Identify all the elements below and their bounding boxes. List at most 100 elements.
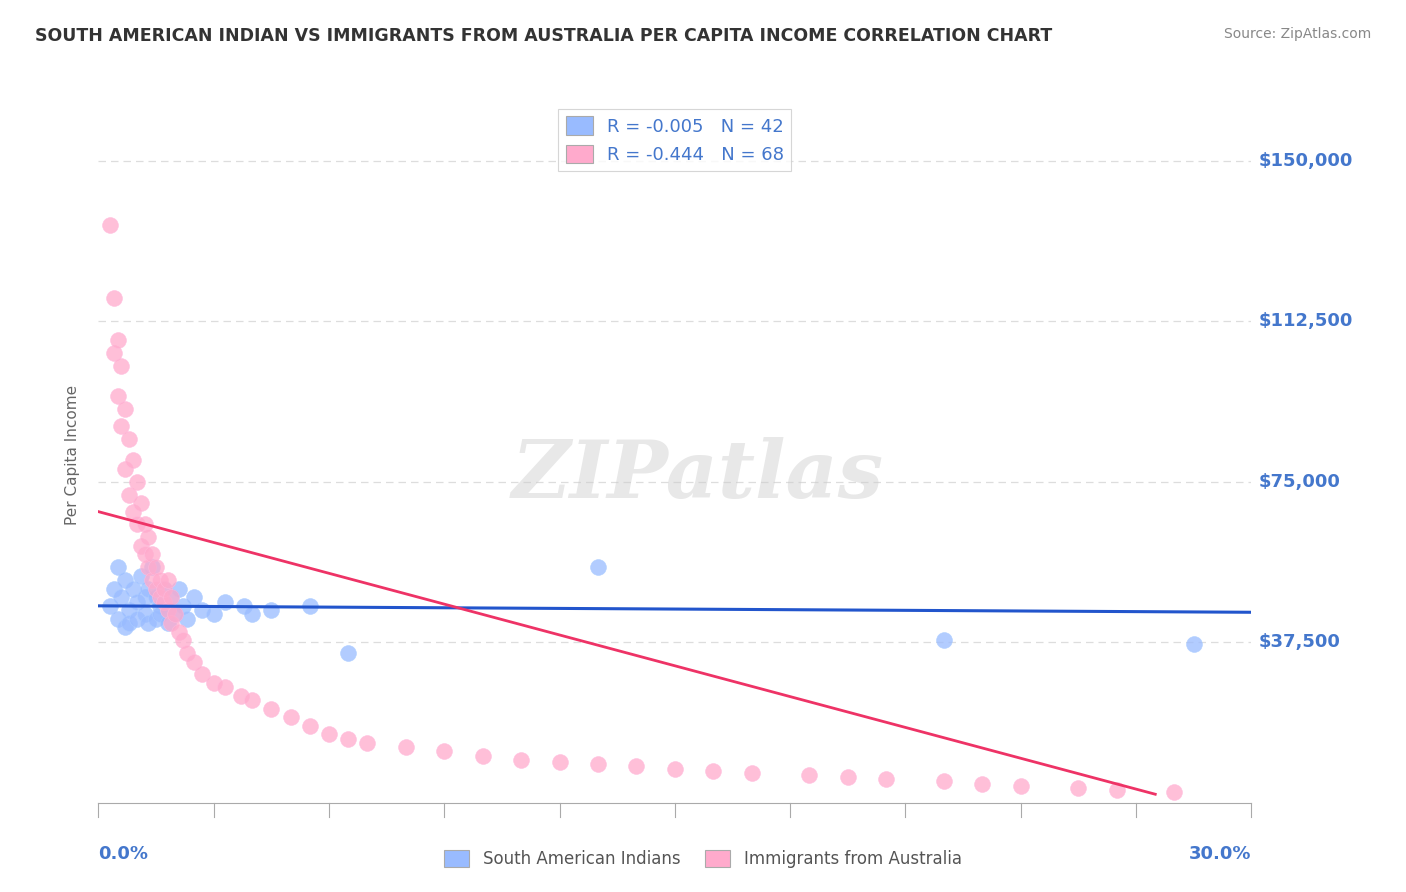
Text: SOUTH AMERICAN INDIAN VS IMMIGRANTS FROM AUSTRALIA PER CAPITA INCOME CORRELATION: SOUTH AMERICAN INDIAN VS IMMIGRANTS FROM… <box>35 27 1053 45</box>
Point <box>114 573 136 587</box>
Point <box>152 582 174 596</box>
Point <box>229 689 252 703</box>
Point <box>138 582 160 596</box>
Point <box>122 505 145 519</box>
Point <box>586 560 609 574</box>
Point <box>837 770 859 784</box>
Legend: R = -0.005   N = 42, R = -0.444   N = 68: R = -0.005 N = 42, R = -0.444 N = 68 <box>558 109 792 171</box>
Point <box>149 591 172 605</box>
Point <box>972 776 994 790</box>
Y-axis label: Per Capita Income: Per Capita Income <box>65 384 80 525</box>
Point <box>280 710 302 724</box>
Point <box>103 291 125 305</box>
Point <box>134 517 156 532</box>
Point <box>107 334 129 348</box>
Point <box>125 612 148 626</box>
Point <box>214 594 236 608</box>
Point <box>214 680 236 694</box>
Point <box>1067 780 1090 795</box>
Point <box>298 599 321 613</box>
Point <box>433 744 456 758</box>
Point <box>110 359 132 373</box>
Point <box>156 615 179 630</box>
Point <box>145 612 167 626</box>
Point <box>337 646 360 660</box>
Point <box>165 607 187 622</box>
Point <box>107 389 129 403</box>
Text: $75,000: $75,000 <box>1258 473 1340 491</box>
Point <box>191 667 214 681</box>
Point <box>172 599 194 613</box>
Text: 0.0%: 0.0% <box>98 845 149 863</box>
Point <box>134 607 156 622</box>
Point <box>176 646 198 660</box>
Point <box>118 603 141 617</box>
Point <box>103 582 125 596</box>
Point <box>160 591 183 605</box>
Point <box>129 496 152 510</box>
Point <box>298 719 321 733</box>
Point <box>932 633 955 648</box>
Point <box>395 740 418 755</box>
Point <box>233 599 256 613</box>
Point <box>240 607 263 622</box>
Point <box>741 765 763 780</box>
Point <box>152 594 174 608</box>
Point <box>626 759 648 773</box>
Point <box>202 676 225 690</box>
Point <box>103 346 125 360</box>
Point <box>337 731 360 746</box>
Point <box>1182 637 1205 651</box>
Point <box>122 582 145 596</box>
Point <box>129 539 152 553</box>
Point <box>318 727 340 741</box>
Point <box>260 701 283 715</box>
Point <box>149 573 172 587</box>
Point <box>107 612 129 626</box>
Text: ZIPatlas: ZIPatlas <box>512 437 884 515</box>
Text: $112,500: $112,500 <box>1258 312 1353 330</box>
Point <box>98 599 121 613</box>
Point <box>141 548 163 562</box>
Point <box>118 615 141 630</box>
Point <box>145 560 167 574</box>
Point <box>118 487 141 501</box>
Point <box>932 774 955 789</box>
Point <box>1105 783 1128 797</box>
Point <box>152 582 174 596</box>
Point <box>156 603 179 617</box>
Text: 30.0%: 30.0% <box>1189 845 1251 863</box>
Point <box>118 432 141 446</box>
Point <box>176 612 198 626</box>
Point <box>1010 779 1032 793</box>
Point <box>799 768 821 782</box>
Point <box>149 599 172 613</box>
Point <box>548 755 571 769</box>
Point <box>125 517 148 532</box>
Point <box>156 573 179 587</box>
Point <box>98 218 121 232</box>
Point <box>122 453 145 467</box>
Point <box>356 736 378 750</box>
Point <box>114 401 136 416</box>
Point <box>138 530 160 544</box>
Legend: South American Indians, Immigrants from Australia: South American Indians, Immigrants from … <box>437 843 969 875</box>
Point <box>138 560 160 574</box>
Point <box>125 594 148 608</box>
Point <box>664 762 686 776</box>
Point <box>702 764 724 778</box>
Point <box>510 753 533 767</box>
Point <box>134 548 156 562</box>
Point <box>125 475 148 489</box>
Point <box>172 633 194 648</box>
Point <box>160 615 183 630</box>
Text: $150,000: $150,000 <box>1258 152 1353 169</box>
Point <box>110 591 132 605</box>
Point <box>107 560 129 574</box>
Text: Source: ZipAtlas.com: Source: ZipAtlas.com <box>1223 27 1371 41</box>
Point <box>145 582 167 596</box>
Point <box>114 620 136 634</box>
Point <box>240 693 263 707</box>
Point <box>183 591 205 605</box>
Point <box>191 603 214 617</box>
